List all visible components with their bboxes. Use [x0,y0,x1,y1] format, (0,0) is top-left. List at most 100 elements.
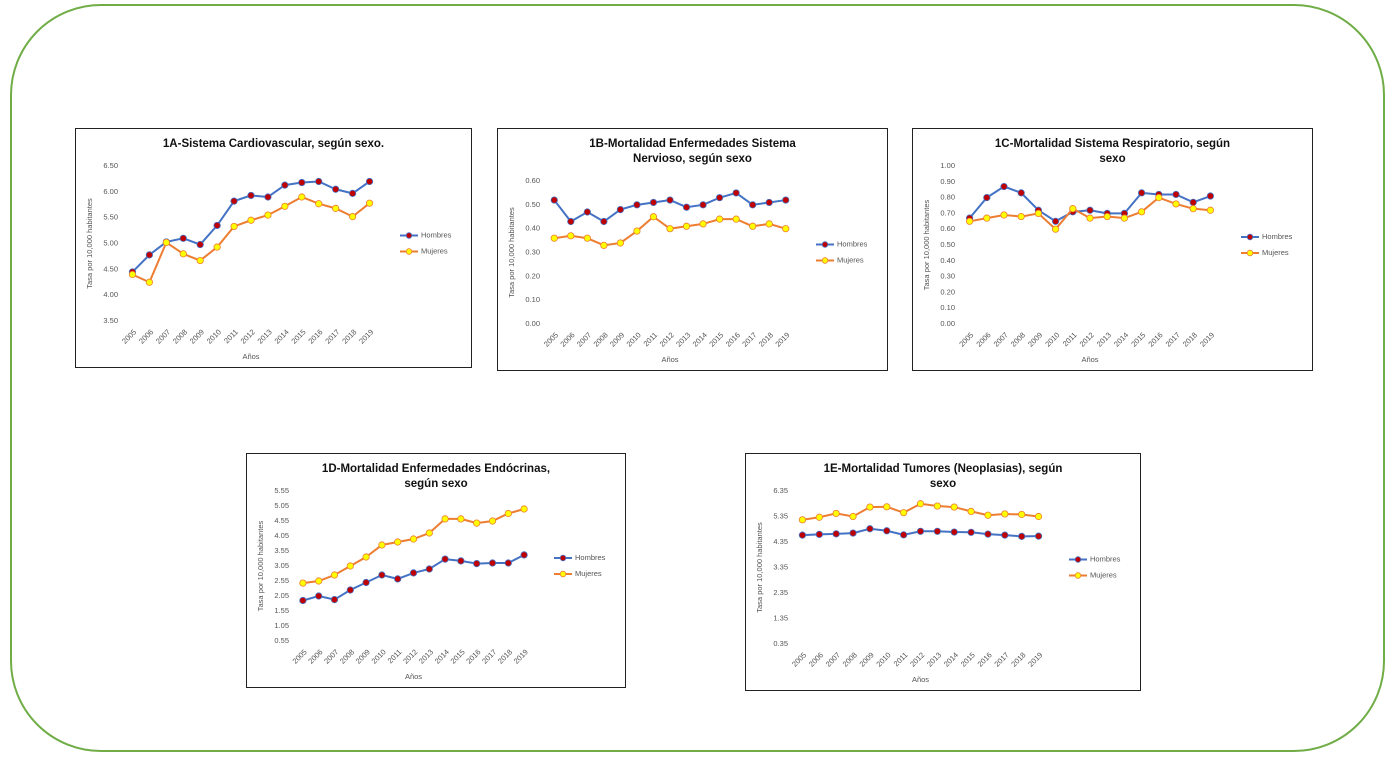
y-tick-label: 6.50 [103,161,118,170]
x-tick-label: 2011 [642,330,660,348]
data-point [633,227,641,235]
data-point [281,181,289,189]
y-tick-label: 0.20 [940,287,955,296]
data-point [1018,532,1026,540]
data-point [1001,531,1009,539]
x-tick-label: 2014 [942,650,960,668]
x-tick-label: 2007 [575,330,593,348]
data-point [749,222,757,230]
data-point [1018,510,1026,519]
data-point [984,530,992,538]
x-tick-label: 2019 [1026,650,1044,668]
data-point [213,243,221,251]
chart-panel: 0.35 1.35 2.35 3.35 4.35 5.35 6.35 2005 2006 2007… [745,453,1141,691]
data-point [649,198,658,207]
y-tick-label: 0.35 [773,639,788,648]
data-point [315,177,323,186]
x-tick-label: 2019 [773,330,791,348]
x-tick-label: 2009 [1026,330,1044,348]
y-tick-label: 0.70 [940,208,955,217]
y-axis-label: Tasa por 10,000 habitantes [755,522,764,613]
data-point [145,251,154,259]
y-tick-label: 0.30 [525,247,540,256]
chart-title: 1A-Sistema Cardiovascular, según sexo. [162,138,385,150]
legend-label: Hombres [837,239,868,248]
data-point [567,217,575,226]
data-point [983,214,991,222]
x-tick-label: 2012 [1078,330,1096,348]
data-point [1000,211,1008,219]
legend-marker [1074,572,1082,579]
x-tick-label: 2016 [976,650,994,668]
x-tick-label: 2010 [370,647,388,665]
data-point [716,194,724,202]
data-point [1206,192,1214,200]
data-point [732,215,740,223]
y-tick-label: 5.55 [274,486,289,495]
legend-marker [1074,556,1082,563]
y-tick-label: 6.00 [103,187,118,196]
data-point [1189,198,1197,206]
legend-marker [405,232,413,239]
chart-panel: 0.55 1.05 1.55 2.05 2.55 3.05 3.55 4.05 4.55 5.05… [246,453,626,688]
data-point [883,527,891,535]
y-tick-label: 5.05 [274,501,289,510]
x-tick-label: 2017 [480,647,498,665]
y-tick-label: 0.00 [940,319,955,328]
x-axis-label: Años [912,675,929,684]
x-tick-label: 2005 [790,650,808,668]
y-tick-label: 0.80 [940,193,955,202]
x-tick-label: 2005 [291,647,309,665]
chart-title: 1C-Mortalidad Sistema Respiratorio, segú… [994,138,1231,165]
data-point [732,189,740,197]
x-axis-label: Años [661,355,678,364]
legend-marker [821,241,829,248]
data-point [765,198,773,207]
data-point [666,225,674,233]
x-tick-label: 2008 [841,650,859,668]
y-tick-label: 4.55 [274,516,289,525]
x-tick-label: 2019 [357,327,375,345]
data-point [520,551,528,559]
x-tick-label: 2018 [1181,330,1199,348]
x-tick-label: 2015 [707,330,725,348]
legend-label: Mujeres [421,246,448,255]
legend-marker [559,554,567,562]
x-tick-label: 2014 [1112,330,1130,348]
legend-marker [1246,249,1254,257]
y-axis-label: Tasa por 10,000 habitantes [922,200,931,291]
data-point [394,575,402,583]
data-point [950,528,958,536]
data-point [145,278,154,286]
legend-label: Mujeres [1262,248,1289,257]
y-tick-label: 2.35 [773,588,788,597]
data-point [1120,214,1128,222]
data-point [247,191,255,200]
x-tick-label: 2006 [558,330,576,348]
chart: 3.50 4.00 4.50 5.00 5.50 6.00 6.50 200520062007… [85,161,452,361]
data-point [1052,217,1060,225]
data-point [798,516,807,524]
x-tick-label: 2010 [874,650,892,668]
data-point [965,217,974,225]
x-tick-label: 2010 [625,330,643,348]
data-point [815,513,823,521]
x-tick-label: 2013 [674,330,692,348]
data-point [1172,190,1180,199]
legend-marker [559,570,567,578]
x-tick-label: 2013 [1095,330,1113,348]
chart-panel: 0.00 0.10 0.20 0.30 0.40 0.50 0.60 0.70 0.80 0.90… [912,128,1313,371]
data-point [425,529,433,537]
data-point [900,509,908,517]
chart: 0.35 1.35 2.35 3.35 4.35 5.35 6.35 200520062007… [755,486,1121,684]
data-point [441,515,449,523]
data-point [832,530,840,538]
data-point [583,234,591,242]
data-point [213,221,221,230]
data-point [600,241,608,249]
x-tick-label: 2005 [957,330,975,348]
data-point [332,204,340,212]
data-point [196,256,204,265]
chart: 0.55 1.05 1.55 2.05 2.55 3.05 3.55 4.05 4.55 5.05… [256,486,606,681]
data-point [457,515,465,523]
